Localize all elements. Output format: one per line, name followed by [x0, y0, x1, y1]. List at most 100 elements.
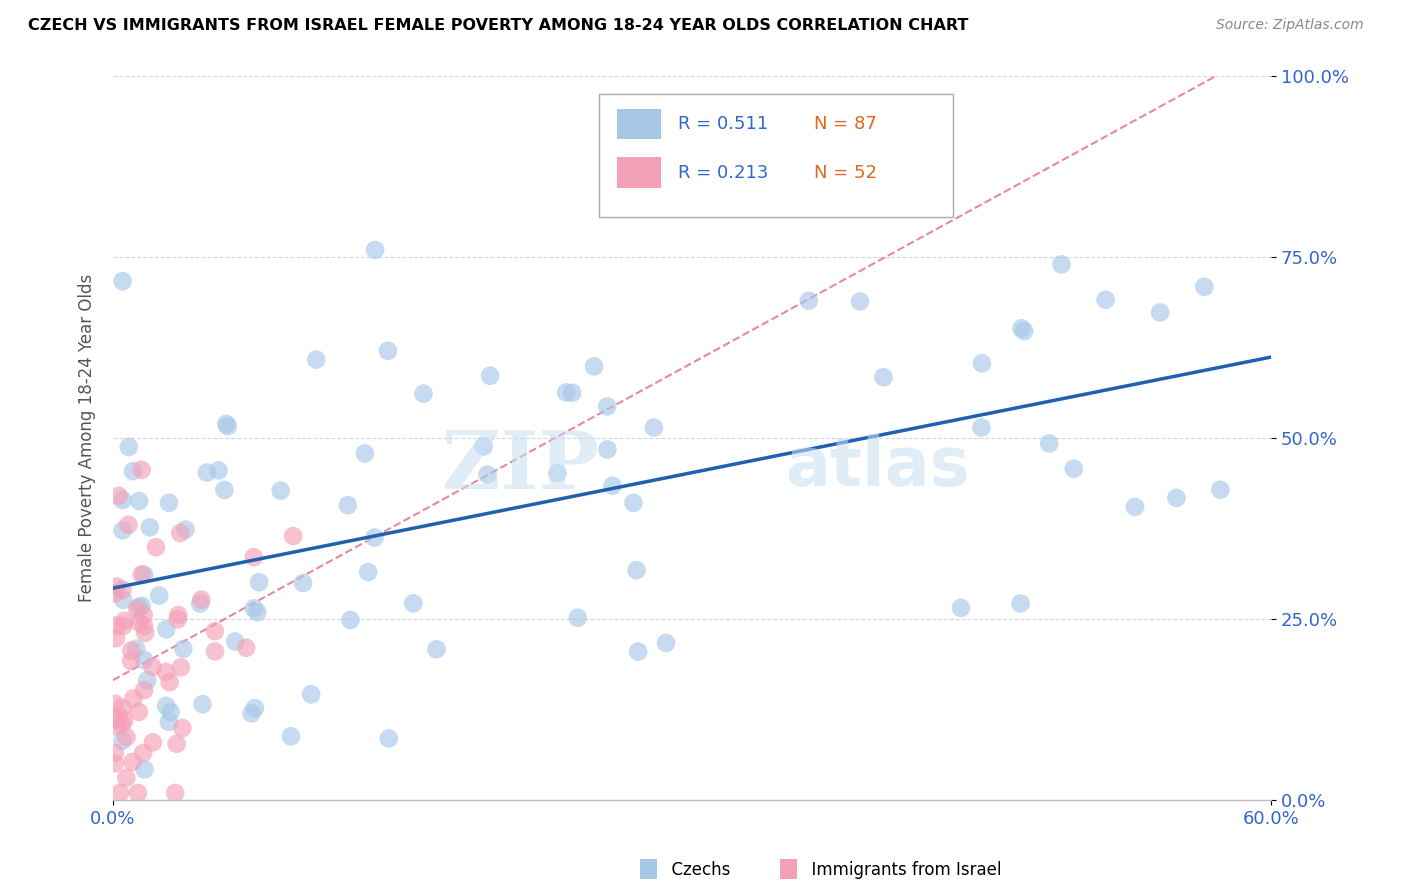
- Point: [141, 659, 163, 673]
- Point: [114, 614, 136, 628]
- Point: [602, 479, 624, 493]
- Point: [207, 463, 229, 477]
- Point: [172, 721, 194, 735]
- Point: [105, 719, 128, 733]
- Point: [159, 675, 181, 690]
- Text: Source: ZipAtlas.com: Source: ZipAtlas.com: [1216, 18, 1364, 32]
- Point: [108, 709, 131, 723]
- Point: [567, 611, 589, 625]
- Point: [132, 746, 155, 760]
- Point: [128, 494, 150, 508]
- Point: [1010, 597, 1032, 611]
- Point: [125, 641, 148, 656]
- Point: [336, 498, 359, 512]
- Point: [148, 589, 170, 603]
- Point: [204, 644, 226, 658]
- Point: [170, 660, 193, 674]
- Point: [128, 615, 150, 630]
- Point: [105, 580, 128, 594]
- Point: [655, 636, 678, 650]
- Point: [970, 356, 993, 370]
- Text: ZIP: ZIP: [443, 428, 599, 506]
- Point: [623, 496, 645, 510]
- Point: [132, 653, 155, 667]
- FancyBboxPatch shape: [617, 109, 661, 139]
- Text: Immigrants from Israel: Immigrants from Israel: [801, 861, 1002, 879]
- Point: [128, 599, 150, 614]
- Point: [142, 735, 165, 749]
- Point: [111, 274, 134, 288]
- Point: [111, 493, 134, 508]
- Point: [169, 526, 191, 541]
- Point: [479, 368, 502, 383]
- Point: [299, 687, 322, 701]
- Point: [104, 697, 127, 711]
- Point: [1038, 436, 1060, 450]
- Point: [339, 613, 361, 627]
- Point: [127, 786, 149, 800]
- FancyBboxPatch shape: [599, 94, 953, 217]
- Point: [166, 737, 188, 751]
- Point: [583, 359, 606, 374]
- Point: [128, 705, 150, 719]
- Point: [191, 697, 214, 711]
- Point: [157, 496, 180, 510]
- Point: [122, 464, 145, 478]
- Point: [217, 419, 239, 434]
- Point: [120, 643, 142, 657]
- Point: [159, 705, 181, 719]
- Point: [155, 622, 177, 636]
- Point: [477, 467, 499, 482]
- Point: [121, 755, 143, 769]
- Point: [104, 712, 127, 726]
- Point: [111, 733, 134, 747]
- Point: [626, 563, 648, 577]
- Point: [111, 717, 134, 731]
- Point: [134, 625, 156, 640]
- Point: [104, 586, 127, 600]
- Text: CZECH VS IMMIGRANTS FROM ISRAEL FEMALE POVERTY AMONG 18-24 YEAR OLDS CORRELATION: CZECH VS IMMIGRANTS FROM ISRAEL FEMALE P…: [28, 18, 969, 33]
- Point: [104, 746, 127, 760]
- Point: [378, 731, 401, 746]
- Point: [115, 730, 138, 744]
- Point: [131, 463, 153, 477]
- Point: [240, 706, 263, 721]
- Point: [242, 550, 264, 565]
- Point: [1094, 293, 1116, 307]
- Point: [797, 293, 820, 308]
- Point: [280, 730, 302, 744]
- Text: atlas: atlas: [785, 434, 969, 500]
- Point: [166, 612, 188, 626]
- Point: [174, 523, 197, 537]
- Point: [167, 607, 190, 622]
- Point: [108, 786, 131, 800]
- Text: R = 0.511: R = 0.511: [678, 115, 768, 133]
- Point: [949, 600, 972, 615]
- Point: [561, 385, 583, 400]
- Text: N = 52: N = 52: [814, 164, 876, 182]
- Point: [127, 601, 149, 615]
- Point: [122, 691, 145, 706]
- Point: [139, 520, 162, 534]
- Point: [111, 582, 134, 597]
- Point: [546, 466, 568, 480]
- Point: [970, 420, 993, 434]
- Point: [872, 370, 894, 384]
- Point: [117, 517, 139, 532]
- Point: [472, 439, 495, 453]
- Text: N = 87: N = 87: [814, 115, 876, 133]
- Point: [555, 385, 578, 400]
- Point: [1123, 500, 1146, 514]
- Point: [105, 632, 128, 646]
- Point: [402, 596, 425, 610]
- Point: [1194, 280, 1216, 294]
- Point: [118, 440, 141, 454]
- Point: [412, 386, 434, 401]
- Point: [364, 243, 387, 257]
- Point: [136, 673, 159, 688]
- Point: [155, 698, 177, 713]
- Text: R = 0.213: R = 0.213: [678, 164, 769, 182]
- Point: [214, 483, 236, 497]
- Point: [1011, 321, 1033, 335]
- Point: [243, 701, 266, 715]
